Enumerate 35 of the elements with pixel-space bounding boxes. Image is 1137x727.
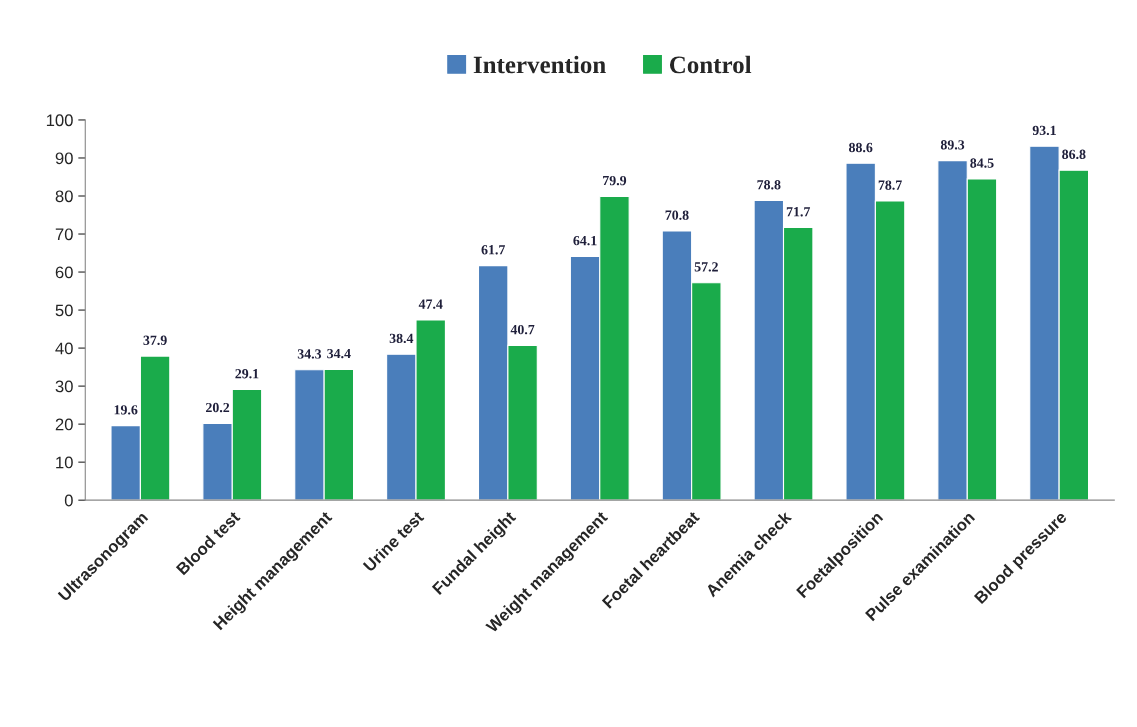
y-tick-label: 30: [55, 380, 73, 393]
data-label: 61.7: [481, 245, 506, 255]
y-tick-label: 80: [55, 190, 73, 203]
data-label: 38.4: [389, 333, 414, 344]
data-label: 86.8: [1062, 149, 1086, 160]
data-label: 89.3: [940, 140, 965, 150]
data-label: 47.4: [418, 299, 443, 309]
data-label: 79.9: [603, 175, 627, 186]
legend-label: Control: [669, 55, 752, 74]
data-label: 70.8: [665, 210, 689, 220]
data-label: 78.7: [878, 180, 902, 190]
data-label: 64.1: [573, 235, 597, 246]
data-label: 84.5: [970, 158, 994, 168]
data-label: 88.6: [849, 142, 873, 153]
data-label: 37.9: [143, 335, 167, 345]
y-tick-label: 20: [55, 418, 73, 431]
data-label: 57.2: [694, 262, 718, 272]
data-label: 71.7: [786, 207, 811, 217]
legend-label: Intervention: [473, 55, 606, 74]
y-tick-label: 60: [55, 266, 73, 279]
data-label: 20.2: [206, 402, 230, 413]
y-tick-label: 90: [55, 152, 73, 165]
data-label: 40.7: [510, 324, 535, 335]
data-label: 34.3: [297, 349, 322, 359]
y-tick-label: 0: [64, 494, 73, 507]
y-tick-label: 50: [55, 304, 73, 317]
y-tick-label: 10: [56, 456, 73, 469]
data-label: 19.6: [114, 405, 138, 415]
y-tick-label: 100: [46, 114, 73, 127]
data-label: 93.1: [1032, 125, 1056, 136]
y-tick-label: 40: [55, 342, 73, 355]
data-label: 29.1: [235, 369, 259, 379]
y-tick-label: 70: [55, 228, 73, 241]
data-label: 78.8: [757, 180, 781, 190]
data-label: 34.4: [327, 348, 351, 359]
